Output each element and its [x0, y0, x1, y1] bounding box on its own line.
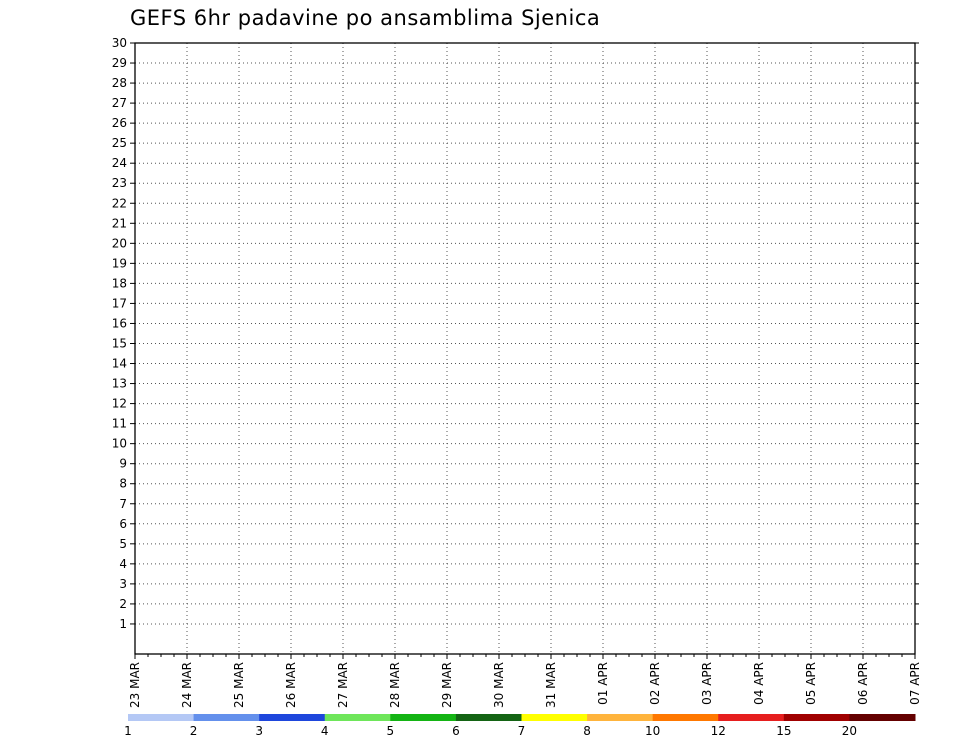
- y-tick-label: 2: [119, 597, 127, 611]
- y-tick-label: 25: [112, 136, 127, 150]
- colorbar-label: 6: [452, 724, 460, 738]
- x-tick-label: 25 MAR: [232, 662, 246, 708]
- colorbar-swatch: [521, 714, 588, 721]
- y-tick-label: 23: [112, 176, 127, 190]
- colorbar-swatch: [193, 714, 260, 721]
- colorbar-swatch: [128, 714, 195, 721]
- x-tick-label: 04 APR: [752, 662, 766, 705]
- y-tick-label: 19: [112, 256, 127, 270]
- y-tick-label: 20: [112, 236, 127, 250]
- y-tick-label: 7: [119, 497, 127, 511]
- colorbar-swatch: [455, 714, 522, 721]
- colorbar-label: 20: [842, 724, 857, 738]
- grid: [135, 42, 915, 654]
- x-tick-label: 01 APR: [596, 662, 610, 705]
- colorbar-label: 15: [776, 724, 791, 738]
- x-tick-label: 31 MAR: [544, 662, 558, 708]
- colorbar-swatch: [390, 714, 457, 721]
- y-tick-label: 1: [119, 617, 127, 631]
- y-tick-label: 17: [112, 296, 127, 310]
- colorbar-label: 8: [583, 724, 591, 738]
- y-tick-label: 24: [112, 156, 127, 170]
- x-tick-label: 28 MAR: [388, 662, 402, 708]
- plot-frame: [134, 42, 916, 655]
- y-tick-label: 9: [119, 457, 127, 471]
- y-tick-label: 28: [112, 76, 127, 90]
- y-tick-label: 21: [112, 216, 127, 230]
- x-tick-label: 24 MAR: [180, 662, 194, 708]
- y-tick-label: 29: [112, 56, 127, 70]
- y-tick-label: 16: [112, 316, 127, 330]
- x-axis: 23 MAR 24 MAR 25 MAR 26 MAR 27 MAR 28 MAR 29 M…: [128, 654, 922, 708]
- colorbar-label: 4: [321, 724, 329, 738]
- x-tick-label: 05 APR: [804, 662, 818, 705]
- colorbar-label: 3: [255, 724, 263, 738]
- y-axis: 1234567891011121314151617181920212223242…: [112, 36, 919, 631]
- colorbar-swatch: [587, 714, 654, 721]
- y-tick-label: 8: [119, 477, 127, 491]
- colorbar-label: 12: [711, 724, 726, 738]
- x-tick-label: 26 MAR: [284, 662, 298, 708]
- y-tick-label: 30: [112, 36, 127, 50]
- y-tick-label: 6: [119, 517, 127, 531]
- y-tick-label: 5: [119, 537, 127, 551]
- colorbar-swatch: [783, 714, 850, 721]
- colorbar-label: 1: [124, 724, 132, 738]
- colorbar-label: 2: [190, 724, 198, 738]
- y-tick-label: 22: [112, 196, 127, 210]
- colorbar-swatch: [652, 714, 719, 721]
- y-tick-label: 18: [112, 276, 127, 290]
- y-tick-label: 12: [112, 397, 127, 411]
- y-tick-label: 14: [112, 357, 127, 371]
- y-tick-label: 13: [112, 377, 127, 391]
- chart-title: GEFS 6hr padavine po ansamblima Sjenica: [130, 6, 601, 30]
- y-tick-label: 27: [112, 96, 127, 110]
- colorbar-swatch: [718, 714, 785, 721]
- x-tick-label: 23 MAR: [128, 662, 142, 708]
- y-tick-label: 15: [112, 336, 127, 350]
- colorbar-label: 10: [645, 724, 660, 738]
- y-tick-label: 4: [119, 557, 127, 571]
- x-tick-label: 29 MAR: [440, 662, 454, 708]
- y-tick-label: 11: [112, 417, 127, 431]
- colorbar-swatch: [259, 714, 326, 721]
- y-tick-label: 10: [112, 437, 127, 451]
- colorbar-swatch: [849, 714, 916, 721]
- colorbar-swatch: [324, 714, 391, 721]
- x-tick-label: 27 MAR: [336, 662, 350, 708]
- x-tick-label: 30 MAR: [492, 662, 506, 708]
- x-tick-label: 03 APR: [700, 662, 714, 705]
- y-tick-label: 3: [119, 577, 127, 591]
- colorbar-label: 7: [518, 724, 526, 738]
- y-tick-label: 26: [112, 116, 127, 130]
- x-tick-label: 02 APR: [648, 662, 662, 705]
- colorbar-label: 5: [387, 724, 395, 738]
- colorbar: 1 2 3 4 5 6 7 8 10 12 15 20: [124, 714, 916, 738]
- x-tick-label: 06 APR: [856, 662, 870, 705]
- x-tick-label: 07 APR: [908, 662, 922, 705]
